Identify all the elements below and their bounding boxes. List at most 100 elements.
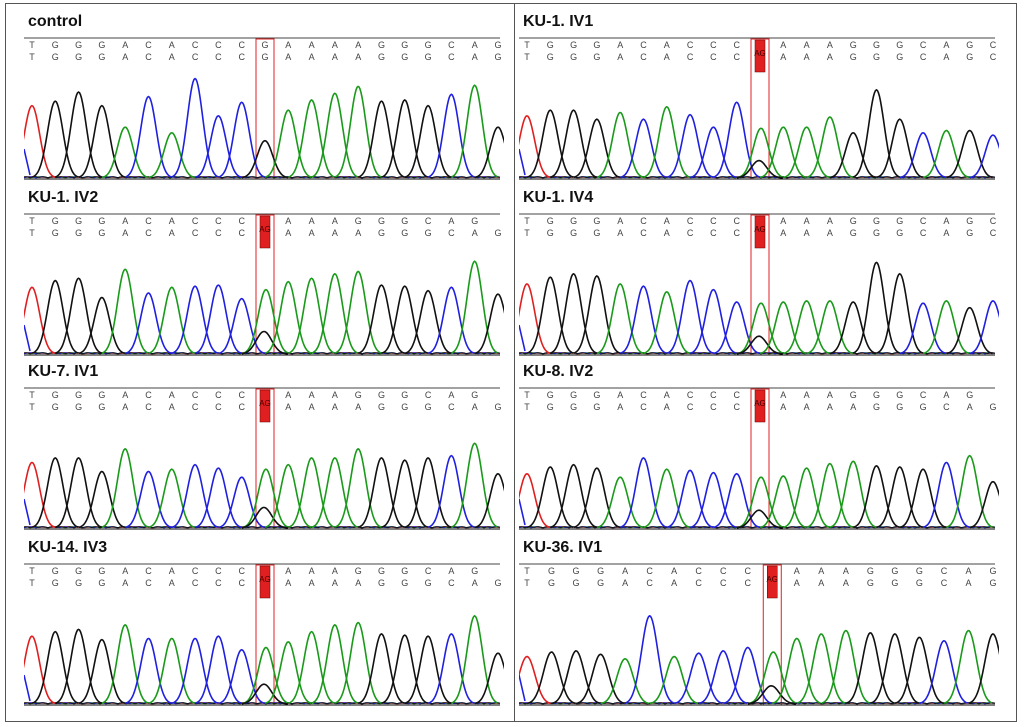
peak-trace [55,277,102,354]
ruler-base: A [617,390,623,400]
called-base: C [145,578,152,588]
peak-trace [218,476,265,529]
called-base: G [547,228,554,238]
ruler-base: A [827,40,833,50]
edge-trace [24,674,31,702]
called-base: C [215,402,222,412]
peak-trace [666,113,714,179]
chromatogram-panel: TGGGACACCCAAAAGGGCAGTGGGACACCCAAAAGGGCAG… [24,362,504,532]
ruler-base: A [122,566,128,576]
peak-trace [241,330,288,355]
peak-trace [218,101,265,178]
peak-trace [747,651,797,705]
ruler-base: C [744,566,751,576]
ruler-base: C [192,216,199,226]
called-base: T [29,52,35,62]
ruler-base: A [617,40,623,50]
peak-trace [241,506,288,529]
ruler-base: C [192,40,199,50]
ruler-base: G [966,216,973,226]
called-base: T [524,52,530,62]
peak-trace [451,614,498,704]
peak-trace [195,284,242,354]
called-base: A [309,52,315,62]
called-base: C [145,52,152,62]
called-base: A [827,228,833,238]
peak-trace [358,456,405,528]
ruler-base: G [494,40,501,50]
called-base: A [780,228,786,238]
ruler-base: T [524,216,530,226]
ruler-base: C [920,40,927,50]
ruler-base: G [52,566,59,576]
peak-trace [899,302,947,355]
ruler-base: A [472,40,478,50]
ruler-base: G [896,216,903,226]
ruler-base: G [850,390,857,400]
peak-trace [526,276,574,354]
variant-marker [259,389,271,423]
called-base: G [494,228,501,238]
peak-trace [55,456,102,528]
called-base: G [570,52,577,62]
ruler-base: A [664,216,670,226]
called-base: C [192,578,199,588]
peak-trace [969,300,999,355]
edge-trace [519,324,526,352]
called-base: G [52,578,59,588]
panel-title: KU-36. IV1 [523,539,603,556]
panel-title: KU-1. IV4 [523,189,594,206]
called-base: G [597,578,604,588]
peak-trace [195,635,242,704]
ruler-base: A [965,566,971,576]
called-base: A [818,578,824,588]
called-base: C [640,52,647,62]
panel-title: KU-1. IV2 [28,189,99,206]
peak-trace [474,652,504,705]
ruler-base: G [593,390,600,400]
peak-trace [31,630,79,704]
ruler-base: A [285,216,291,226]
called-base: T [524,402,530,412]
ruler-base: A [122,40,128,50]
ruler-base: G [261,40,268,50]
peak-trace [148,131,195,179]
called-base: G [916,578,923,588]
called-base: A [780,402,786,412]
called-base: C [640,402,647,412]
called-base: G [52,402,59,412]
called-base: T [524,228,530,238]
peak-trace [620,118,667,179]
peak-trace [519,115,551,179]
called-base: A [122,578,128,588]
called-base: A [472,578,478,588]
variant-call: AG [754,399,766,408]
ruler-base: A [827,216,833,226]
peak-trace [148,637,195,705]
ruler-base: T [29,566,35,576]
called-base: G [966,228,973,238]
called-base: A [332,52,338,62]
peak-trace [600,657,650,705]
peak-trace [381,634,428,704]
variant-marker [767,565,778,599]
ruler-base: A [448,216,454,226]
called-base: A [285,52,291,62]
ruler-base: C [238,40,245,50]
ruler-base: G [98,216,105,226]
peak-trace [218,648,265,705]
called-base: G [920,402,927,412]
called-base: A [843,578,849,588]
called-base: G [401,228,408,238]
ruler-base: C [640,216,647,226]
peak-trace [358,100,405,178]
peak-trace [288,277,335,354]
called-base: A [664,402,670,412]
called-base: G [494,52,501,62]
called-base: G [989,578,996,588]
called-base: A [285,228,291,238]
called-base: G [570,402,577,412]
peak-trace [195,115,242,179]
ruler-base: G [989,566,996,576]
peak-trace [625,614,674,704]
